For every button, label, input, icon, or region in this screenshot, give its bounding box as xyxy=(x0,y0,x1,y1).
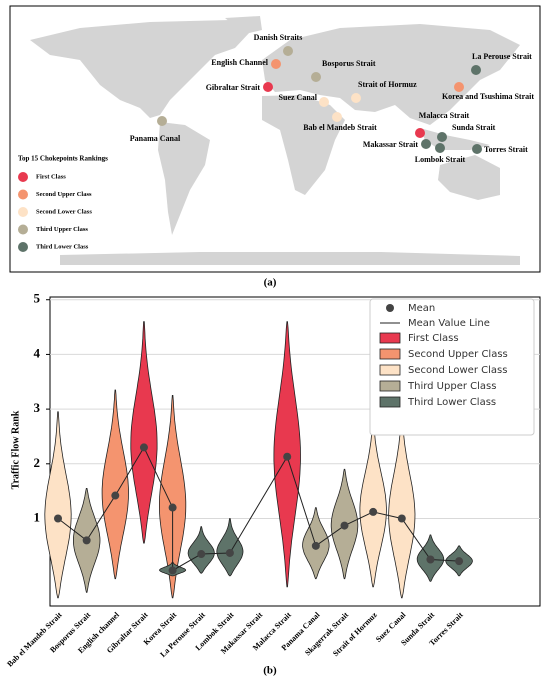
mean-marker xyxy=(311,541,320,550)
y-tick-label: 1 xyxy=(34,509,41,524)
legend-label: Third Lower Class xyxy=(407,397,496,408)
greenland xyxy=(225,16,262,34)
mean-marker xyxy=(54,514,62,523)
chokepoint-marker xyxy=(471,65,481,75)
legend-label: Second Upper Class xyxy=(408,349,508,360)
panel-label: (b) xyxy=(263,665,277,677)
mean-marker xyxy=(283,452,292,461)
legend-swatch xyxy=(379,380,401,392)
chokepoint-marker xyxy=(351,93,361,103)
legend-label: Third Upper Class xyxy=(407,381,496,392)
chokepoint-marker xyxy=(157,116,167,126)
eurasia xyxy=(262,24,520,125)
chokepoint-marker xyxy=(454,82,464,92)
south-america xyxy=(158,122,210,235)
chokepoint-marker xyxy=(332,112,342,122)
chokepoint-marker xyxy=(435,143,445,153)
mean-marker xyxy=(397,514,406,523)
plot-frame xyxy=(49,296,541,607)
violin xyxy=(359,419,387,588)
map-legend-label: Second Upper Class xyxy=(36,191,92,198)
australia xyxy=(438,155,500,200)
legend-label: Second Lower Class xyxy=(408,365,507,376)
map-legend-marker xyxy=(18,172,28,182)
mean-marker xyxy=(225,548,234,557)
y-axis-label: Traffic Flow Rank xyxy=(10,410,21,489)
violin xyxy=(101,389,129,580)
chokepoint-label: Torres Strait xyxy=(484,145,528,154)
legend-marker xyxy=(386,304,394,312)
chokepoint-label: La Perouse Strait xyxy=(472,52,532,61)
continents xyxy=(30,16,520,265)
chokepoint-label: Makassar Strait xyxy=(363,140,419,149)
map-legend-label: Third Upper Class xyxy=(36,226,88,233)
chokepoint-marker xyxy=(472,144,482,154)
mean-marker xyxy=(168,566,177,575)
chokepoint-label: Danish Straits xyxy=(254,33,303,42)
chokepoint-marker xyxy=(415,128,425,138)
y-tick-label: 4 xyxy=(34,345,41,360)
mean-marker xyxy=(340,521,349,530)
legend-label: Mean Value Line xyxy=(408,318,490,329)
mean-marker xyxy=(197,550,206,559)
panel-label: (a) xyxy=(264,277,277,289)
violin xyxy=(216,518,244,577)
legend-swatch xyxy=(379,348,401,360)
chokepoint-label: Korea and Tsushima Strait xyxy=(442,92,534,101)
map-legend-label: First Class xyxy=(36,173,66,180)
chokepoint-marker xyxy=(421,139,431,149)
chokepoint-label: Malacca Strait xyxy=(419,111,470,120)
chokepoint-marker xyxy=(271,59,281,69)
x-tick-label: Bab el Mandeb Strait xyxy=(5,610,64,669)
chokepoint-marker xyxy=(319,97,329,107)
y-tick-label: 5 xyxy=(34,291,41,306)
chokepoint-label: Bosporus Strait xyxy=(322,59,376,68)
legend-swatch xyxy=(379,396,401,408)
chokepoint-marker xyxy=(437,132,447,142)
north-america xyxy=(30,20,250,118)
mean-marker xyxy=(168,503,177,512)
chokepoint-label: Bab el Mandeb Strait xyxy=(303,123,377,132)
chokepoint-label: Strait of Hormuz xyxy=(358,80,417,89)
chokepoint-label: Sunda Strait xyxy=(452,123,496,132)
chokepoint-marker xyxy=(311,72,321,82)
chokepoint-label: Suez Canal xyxy=(279,93,318,102)
y-tick-label: 3 xyxy=(34,400,41,415)
chokepoint-label: English Channel xyxy=(211,58,268,67)
chokepoint-label: Lombok Strait xyxy=(415,155,466,164)
violin xyxy=(44,411,72,599)
legend-frame xyxy=(369,298,535,436)
violin xyxy=(187,526,215,574)
map-legend-label: Third Lower Class xyxy=(36,243,89,250)
mean-marker xyxy=(455,557,464,566)
antarctica xyxy=(60,252,520,265)
map-legend-marker xyxy=(18,207,28,217)
mean-marker xyxy=(111,491,120,500)
chokepoint-marker xyxy=(263,82,273,92)
chokepoint-label: Gibraltar Strait xyxy=(206,83,261,92)
y-tick-label: 2 xyxy=(34,455,41,470)
violin xyxy=(388,411,416,599)
map-legend-marker xyxy=(18,224,28,235)
legend-swatch xyxy=(379,332,401,344)
legend-label: Mean xyxy=(408,303,435,314)
mean-marker xyxy=(82,536,91,545)
legend-swatch xyxy=(379,364,401,376)
map-legend-marker xyxy=(18,242,28,252)
violin xyxy=(159,395,187,599)
mean-marker xyxy=(426,555,435,564)
map-legend-title: Top 15 Chokepoints Rankings xyxy=(18,155,108,163)
mean-marker xyxy=(139,443,148,452)
legend-label: First Class xyxy=(408,333,459,344)
africa xyxy=(262,95,345,195)
map-legend-label: Second Lower Class xyxy=(36,208,92,215)
violin xyxy=(130,321,158,544)
chokepoint-label: Panama Canal xyxy=(130,134,181,143)
map-legend-marker xyxy=(18,189,28,200)
mean-marker xyxy=(369,507,378,516)
chokepoint-marker xyxy=(283,46,293,56)
